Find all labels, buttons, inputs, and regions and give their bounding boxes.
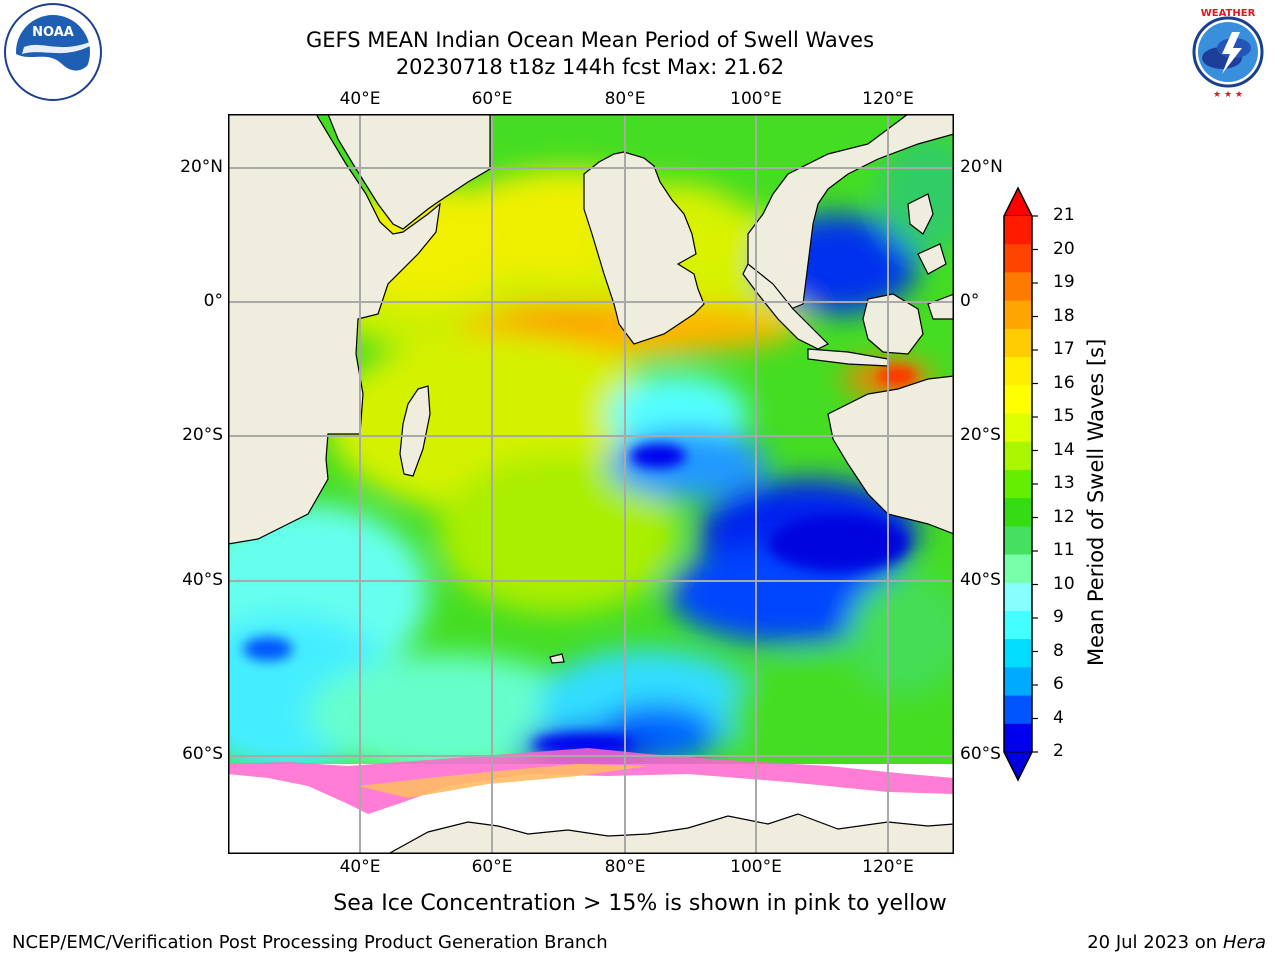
- colorbar-segment: [1004, 300, 1032, 330]
- swell-period-field: [228, 134, 954, 774]
- colorbar: [1003, 186, 1038, 782]
- colorbar-segment: [1004, 385, 1032, 414]
- colorbar-tick-label: 6: [1053, 674, 1064, 694]
- colorbar-tick-label: 18: [1053, 305, 1075, 326]
- lat-label-right: 0°: [960, 291, 980, 311]
- colorbar-tick-label: 9: [1053, 607, 1064, 627]
- colorbar-label: Mean Period of Swell Waves [s]: [1084, 338, 1108, 666]
- colorbar-segment: [1004, 244, 1032, 273]
- lat-label-left: 40°S: [182, 570, 223, 590]
- lat-label-left: 0°: [203, 291, 223, 311]
- colorbar-segment: [1004, 357, 1032, 386]
- chart-subtitle: 20230718 t18z 144h fcst Max: 21.62: [395, 55, 785, 79]
- lat-label-left: 60°S: [182, 744, 223, 764]
- colorbar-extend-top: [1003, 186, 1033, 217]
- footer-left: NCEP/EMC/Verification Post Processing Pr…: [12, 932, 608, 953]
- chart-title: GEFS MEAN Indian Ocean Mean Period of Sw…: [305, 28, 875, 52]
- colorbar-segment: [1004, 272, 1032, 302]
- footer-right: 20 Jul 2023 on Hera: [1087, 932, 1266, 953]
- colorbar-segment: [1004, 639, 1032, 668]
- colorbar-tick-label: 2: [1053, 741, 1064, 761]
- svg-text:NOAA: NOAA: [32, 25, 74, 40]
- colorbar-tick-label: 13: [1053, 473, 1075, 493]
- svg-text:WEATHER: WEATHER: [1201, 8, 1256, 19]
- colorbar-segment: [1004, 498, 1032, 527]
- colorbar-segment: [1004, 413, 1032, 443]
- colorbar-segment: [1004, 695, 1032, 725]
- colorbar-tick-label: 19: [1053, 272, 1075, 292]
- colorbar-tick-label: 16: [1053, 372, 1075, 393]
- lon-label-top: 100°E: [730, 89, 782, 109]
- colorbar-tick-label: 17: [1053, 339, 1075, 359]
- colorbar-segment: [1004, 723, 1032, 753]
- lon-label-bottom: 40°E: [339, 857, 381, 877]
- lat-label-left: 20°N: [180, 157, 223, 177]
- lon-label-bottom: 100°E: [730, 857, 782, 877]
- lat-label-right: 20°S: [960, 425, 1001, 445]
- colorbar-segment: [1004, 441, 1032, 471]
- footer-machine: Hera: [1222, 932, 1266, 953]
- graticule: [228, 114, 954, 854]
- colorbar-tick-label: 15: [1053, 406, 1075, 426]
- colorbar-segment: [1004, 526, 1032, 556]
- colorbar-extend-bottom: [1003, 751, 1033, 782]
- lat-label-left: 20°S: [182, 425, 223, 445]
- lon-label-top: 40°E: [339, 89, 381, 109]
- footer-date: 20 Jul 2023 on: [1087, 932, 1223, 953]
- sea-ice-note: Sea Ice Concentration > 15% is shown in …: [333, 891, 947, 916]
- colorbar-segment: [1004, 610, 1032, 640]
- colorbar-tick-label: 8: [1053, 640, 1064, 661]
- colorbar-tick-label: 10: [1053, 573, 1075, 594]
- colorbar-tick-label: 21: [1053, 205, 1075, 225]
- colorbar-tick-label: 11: [1053, 540, 1075, 560]
- lat-label-right: 60°S: [960, 744, 1001, 764]
- lon-label-top: 120°E: [862, 89, 914, 109]
- lon-label-bottom: 120°E: [862, 857, 914, 877]
- lat-label-right: 40°S: [960, 570, 1001, 590]
- colorbar-segment: [1004, 469, 1032, 499]
- noaa-logo: NOAA: [4, 3, 102, 101]
- map-frame: [228, 114, 954, 854]
- colorbar-tick-label: 14: [1053, 439, 1075, 460]
- colorbar-segment: [1004, 667, 1032, 697]
- lon-label-top: 60°E: [471, 89, 513, 109]
- colorbar-segment: [1004, 328, 1032, 358]
- colorbar-segment: [1004, 216, 1032, 245]
- lon-label-bottom: 80°E: [604, 857, 646, 877]
- lat-label-right: 20°N: [960, 157, 1003, 177]
- nws-logo: WEATHER ★ ★ ★: [1181, 5, 1275, 100]
- lon-label-bottom: 60°E: [471, 857, 513, 877]
- svg-text:★ ★ ★: ★ ★ ★: [1213, 90, 1243, 100]
- colorbar-tick-label: 4: [1053, 707, 1064, 728]
- colorbar-tick-label: 12: [1053, 506, 1075, 527]
- colorbar-tick-label: 20: [1053, 238, 1075, 259]
- swell-period-map: [228, 114, 954, 854]
- lon-label-top: 80°E: [604, 89, 646, 109]
- colorbar-segment: [1004, 582, 1032, 612]
- colorbar-segment: [1004, 554, 1032, 584]
